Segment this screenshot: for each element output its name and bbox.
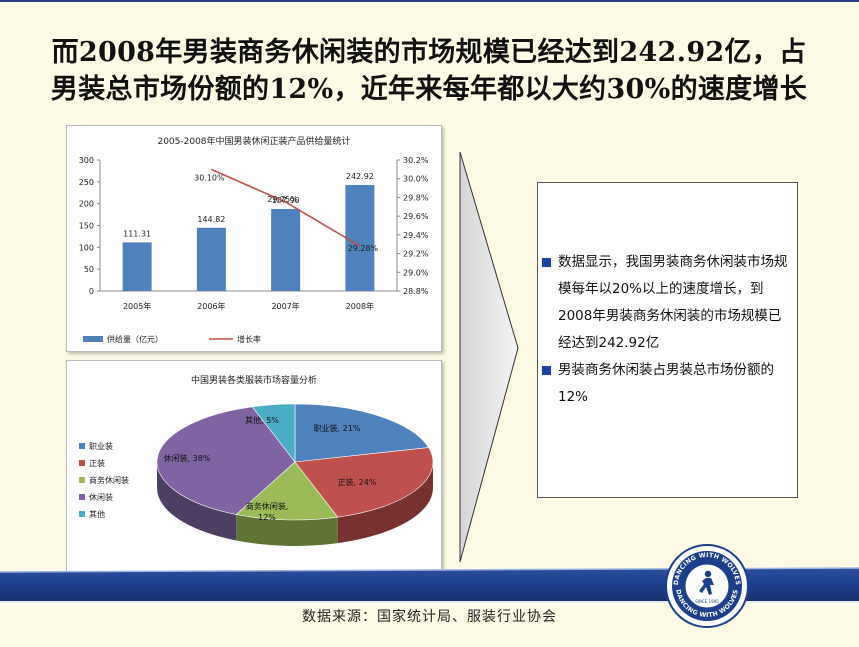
pie-legend-swatch [79,443,85,449]
chevron-right-icon [459,151,519,563]
pie-slice-label: 休闲装, 38% [164,453,211,463]
pie-legend-swatch [79,477,85,483]
y2-tick-label: 30.2% [403,156,429,165]
wolf-runner-icon [699,570,714,595]
supply-bar [196,227,226,291]
pie-legend-label: 正装 [89,458,105,468]
x-tick-label: 2006年 [197,301,225,311]
square-bullet-icon [542,366,551,375]
growth-rate-label: 29.28% [348,244,379,253]
pie-slice [251,403,296,463]
market-pie-panel: 中国男装各类服装市场容量分析 职业装, 21% 正装, 24% 商务休闲装, 12% 休… [66,360,442,588]
bar-value-label: 242.92 [346,172,374,181]
pie-slice-label: 其他, 5% [245,415,279,425]
y-tick-label: 100 [79,243,94,252]
bar-value-label: 111.31 [123,229,151,238]
pie-slice-side [157,462,237,541]
square-bullet-icon [542,258,551,267]
pie-legend-label: 其他 [89,509,105,519]
pie-slice [294,447,434,518]
title-line-2: 男装总市场份额的12%，近年来每年都以大约30%的速度增长 [50,74,808,105]
pie-slice-label: 正装, 24% [338,477,377,487]
y2-tick-label: 29.0% [403,268,429,277]
legend-label: 供给量（亿元） [107,334,163,344]
pie-slice-label: 12% [258,513,276,522]
supply-chart-title: 2005-2008年中国男装休闲正装产品供给量统计 [157,137,351,147]
summary-box: 数据显示，我国男装商务休闲装市场规模每年以20%以上的速度增长，到2008年男装… [537,182,798,498]
pie-legend-swatch [79,460,85,466]
legend-swatch-bar [83,336,103,342]
bar-value-label: 144.82 [197,215,225,224]
summary-item: 男装商务休闲装占男装总市场份额的12% [542,357,789,411]
growth-rate-line [211,168,361,247]
bar-value-label: 187.90 [272,196,300,205]
supply-chart-panel: 2005-2008年中国男装休闲正装产品供给量统计 300 250 200 150 10… [66,125,442,352]
pie-legend-label: 休闲装 [89,492,113,502]
growth-rate-label: 30.10% [194,173,225,182]
y-tick-label: 0 [89,287,94,296]
pie-legend-label: 商务休闲装 [89,475,129,485]
logo-since-text: SINCE 1995 [695,599,719,604]
growth-rate-label: 29.75% [267,195,298,204]
top-rule [0,0,859,2]
data-source-note: 数据来源：国家统计局、服装行业协会 [302,609,557,625]
pie-slice-label: 职业装, 21% [314,423,361,433]
market-pie-title: 中国男装各类服装市场容量分析 [190,376,317,386]
pie-slice-label: 商务休闲装, [246,501,289,511]
y2-tick-label: 29.4% [403,231,429,240]
pie-slice-side [337,462,433,544]
y2-tick-label: 30.0% [403,175,429,184]
page-title: 而2008年男装商务休闲装的市场规模已经达到242.92亿，占 男装总市场份额的… [14,34,844,108]
x-tick-label: 2008年 [346,301,374,311]
y-tick-label: 300 [79,156,94,165]
market-pie-chart: 职业装, 21% 正装, 24% 商务休闲装, 12% 休闲装, 38% 其他, 5% 职业… [79,403,434,546]
supply-bar [122,242,152,291]
pie-legend-swatch [79,494,85,500]
x-tick-label: 2005年 [123,301,151,311]
y2-tick-label: 28.8% [403,287,429,296]
y-tick-label: 150 [79,222,94,231]
y2-tick-label: 29.2% [403,250,429,259]
supply-bar [345,184,375,291]
title-line-1: 而2008年男装商务休闲装的市场规模已经达到242.92亿，占 [51,37,807,68]
y2-tick-label: 29.6% [403,212,429,221]
legend-label: 增长率 [237,334,261,344]
y-tick-label: 250 [79,178,94,187]
pie-slice [294,403,430,463]
y-tick-label: 200 [79,200,94,209]
y2-tick-label: 29.8% [403,193,429,202]
pie-legend-label: 职业装 [89,441,113,451]
brand-logo: DANCING WITH WOLVES DANCING WITH WOLVES … [665,544,749,628]
pie-slice [156,406,296,515]
summary-item: 数据显示，我国男装商务休闲装市场规模每年以20%以上的速度增长，到2008年男装… [542,249,789,357]
pie-slice [235,461,339,521]
supply-bar [271,208,301,291]
supply-chart: 300 250 200 150 100 50 0 30.2% 30.0% 29.8% 29.6% 29… [79,156,429,344]
pie-legend-swatch [79,511,85,517]
x-tick-label: 2007年 [271,301,299,311]
pie-slice-side [236,514,338,546]
y-tick-label: 50 [84,265,94,274]
